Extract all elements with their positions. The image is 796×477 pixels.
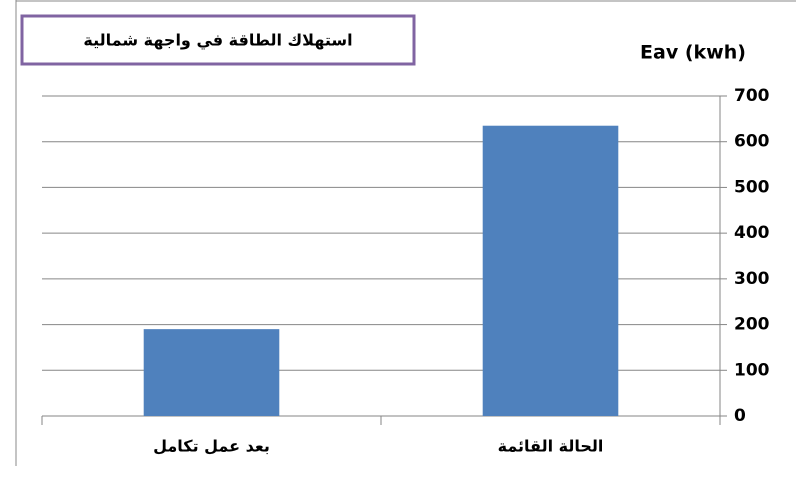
x-tick-label: الحالة القائمة (498, 437, 604, 456)
y-tick-label: 700 (734, 86, 770, 106)
y-tick-label: 400 (734, 223, 770, 243)
y-tick-label: 0 (734, 406, 746, 426)
y-tick-label: 100 (734, 360, 770, 380)
y-tick-label: 500 (734, 177, 770, 197)
title-box (20, 14, 416, 66)
x-tick-label: بعد عمل تكامل (153, 437, 270, 456)
bar (482, 125, 619, 416)
y-tick-label: 600 (734, 132, 770, 152)
y-axis-label: Eav (kwh) (640, 42, 746, 64)
y-tick-label: 200 (734, 315, 770, 335)
chart-title: استهلاك الطاقة في واجهة شمالية (83, 31, 352, 51)
y-tick-label: 300 (734, 269, 770, 289)
bar (143, 329, 280, 416)
